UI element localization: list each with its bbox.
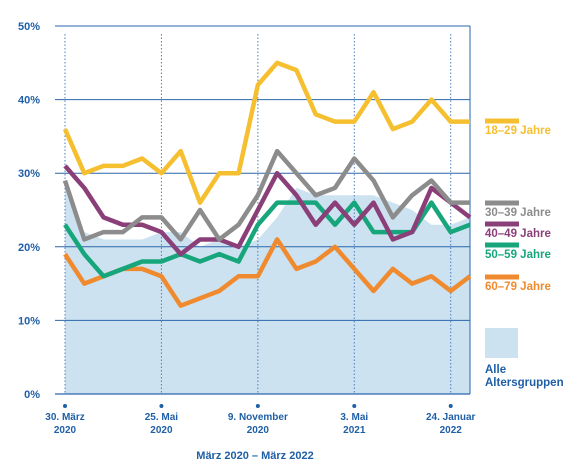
x-tick-label: 30. März: [45, 412, 84, 423]
x-tick-label: 2020: [247, 425, 270, 436]
legend-label: 30–39 Jahre: [485, 207, 551, 219]
x-tick-dot: [448, 404, 453, 408]
legend-label: 60–79 Jahre: [485, 281, 551, 293]
x-tick-dot: [63, 404, 67, 408]
x-tick-label: 2020: [150, 425, 173, 436]
x-tick-label: 3. Mai: [340, 412, 368, 423]
series-area-alle-altersgruppen: [65, 187, 470, 394]
y-tick-label: 30%: [18, 168, 40, 180]
x-tick-label: 24. Januar: [426, 412, 476, 423]
area-layer: [65, 187, 470, 394]
y-tick-label: 0%: [24, 389, 40, 401]
x-tick-label: 2022: [440, 425, 463, 436]
x-tick-label: 2020: [54, 425, 77, 436]
series-line-50-59-jahre: [63, 200, 471, 279]
legend: 18–29 Jahre 30–39 Jahre 40–49 Jahre 50–59 J…: [485, 118, 564, 389]
x-tick-label: 9. November: [228, 412, 288, 423]
y-tick-label: 40%: [18, 95, 40, 107]
x-tick-label: 2021: [343, 425, 366, 436]
y-tick-label: 10%: [18, 315, 40, 327]
y-axis: 0% 10% 20% 30% 40% 50%: [18, 21, 40, 401]
x-axis: 30. März 2020 25. Mai 2020 9. November 2020 3.…: [45, 404, 476, 436]
y-tick-label: 50%: [18, 21, 40, 33]
line-layer: [62, 60, 472, 308]
series-line-60-79-jahre: [63, 237, 472, 308]
x-axis-label: März 2020 – März 2022: [196, 450, 313, 462]
y-tick-label: 20%: [18, 242, 40, 254]
legend-label: 50–59 Jahre: [485, 249, 551, 261]
series-line-18-29-jahre: [62, 60, 470, 205]
legend-label: 18–29 Jahre: [485, 125, 551, 137]
series-line-30-39-jahre: [62, 148, 470, 242]
x-tick-label: 25. Mai: [145, 412, 179, 423]
x-tick-dot: [352, 404, 357, 408]
legend-swatch: [485, 328, 518, 358]
x-tick-dot: [159, 404, 164, 408]
legend-label: 40–49 Jahre: [485, 228, 551, 240]
legend-label: Alle: [485, 364, 506, 376]
grid-layer: [55, 25, 471, 395]
x-tick-dot: [255, 404, 260, 408]
legend-label: Altersgruppen: [485, 377, 564, 389]
